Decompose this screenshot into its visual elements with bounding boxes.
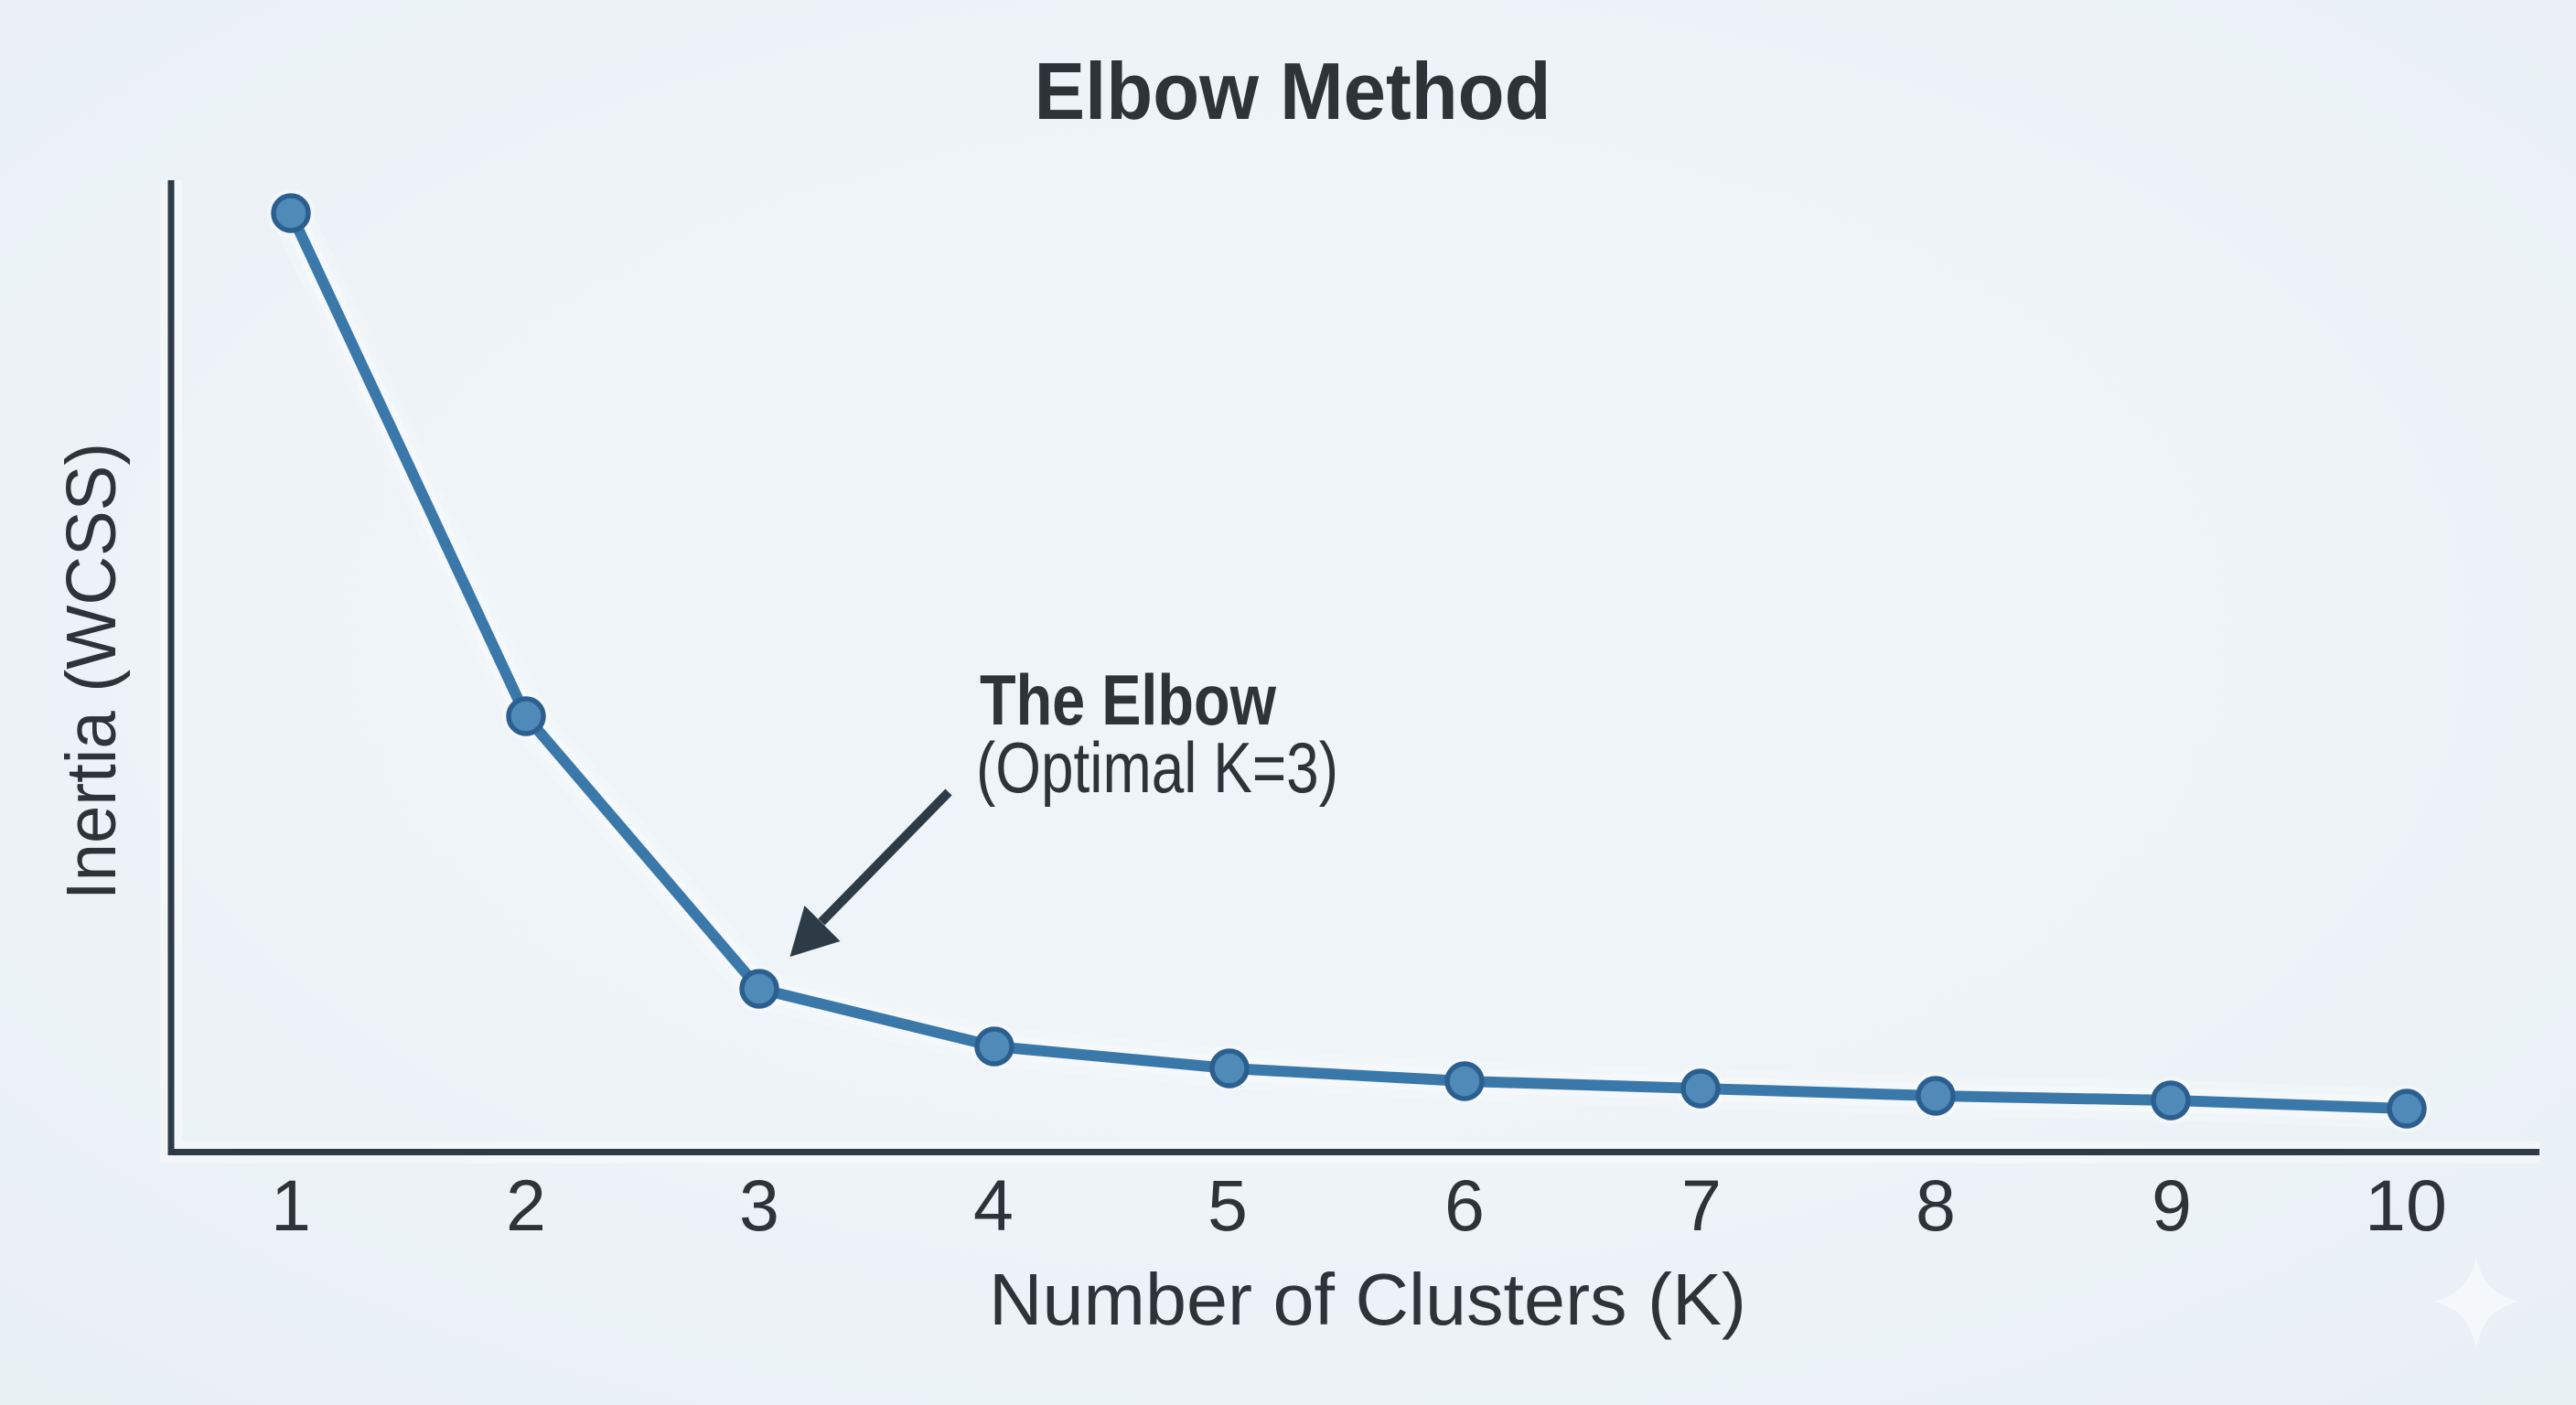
svg-text:Inertia (WCSS): Inertia (WCSS)	[52, 443, 131, 900]
svg-text:Elbow Method: Elbow Method	[1035, 46, 1551, 136]
svg-text:4: 4	[973, 1164, 1014, 1246]
svg-text:5: 5	[1208, 1164, 1248, 1246]
svg-text:9: 9	[2152, 1164, 2192, 1246]
svg-text:6: 6	[1444, 1164, 1485, 1246]
svg-text:Number of Clusters (K): Number of Clusters (K)	[989, 1259, 1746, 1340]
svg-text:2: 2	[506, 1164, 546, 1246]
svg-text:1: 1	[271, 1164, 311, 1246]
svg-text:7: 7	[1681, 1164, 1722, 1246]
svg-text:10: 10	[2365, 1164, 2447, 1246]
svg-text:The Elbow: The Elbow	[980, 660, 1276, 740]
svg-text:(Optimal K=3): (Optimal K=3)	[976, 727, 1338, 808]
svg-text:3: 3	[739, 1164, 779, 1246]
svg-text:8: 8	[1916, 1164, 1956, 1246]
